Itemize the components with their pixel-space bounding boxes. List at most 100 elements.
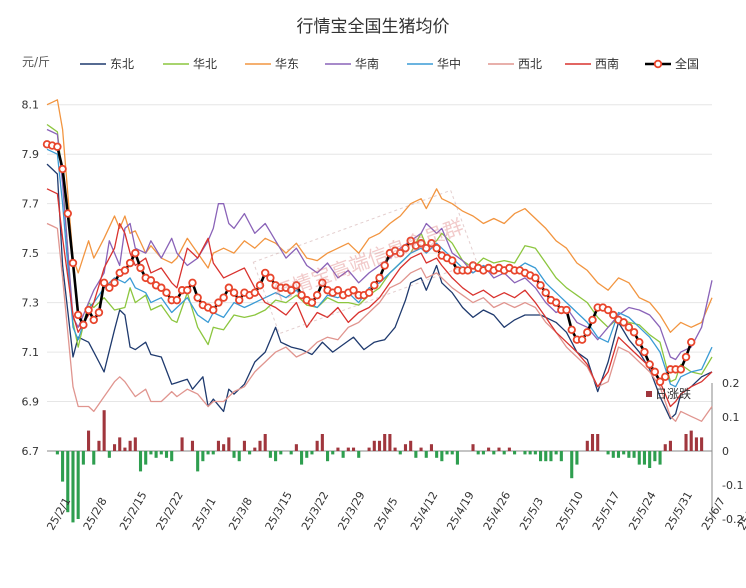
series-point xyxy=(193,293,202,302)
series-point xyxy=(401,243,410,253)
change-bar xyxy=(180,437,184,451)
series-point xyxy=(603,305,613,315)
series-point xyxy=(214,298,223,307)
change-bar xyxy=(648,451,652,468)
daily-change-annotation: 日涨跌 xyxy=(646,386,691,401)
change-bar xyxy=(320,434,324,451)
change-bar xyxy=(616,451,621,458)
x-tick-label: 25/4/19 xyxy=(444,489,476,532)
series-point xyxy=(416,239,426,248)
change-bar xyxy=(559,451,563,462)
change-bar xyxy=(305,451,309,458)
change-bar xyxy=(123,447,127,451)
change-bar xyxy=(622,451,626,455)
legend-label: 华北 xyxy=(193,57,217,71)
x-tick-label: 25/4/26 xyxy=(481,489,513,532)
annotation-label: 日涨跌 xyxy=(655,386,691,401)
series-point xyxy=(375,273,384,283)
change-bar xyxy=(227,437,231,451)
change-bar xyxy=(450,451,454,455)
change-bar xyxy=(341,451,345,458)
change-bar xyxy=(554,451,558,455)
change-bar xyxy=(523,451,527,455)
change-bar xyxy=(253,447,257,451)
series-line-华东 xyxy=(46,99,713,333)
series-line-东北 xyxy=(46,163,713,420)
series-point xyxy=(318,278,327,288)
change-bar xyxy=(144,451,148,465)
x-tick-label: 25/2/1 xyxy=(44,495,73,532)
legend-label: 华东 xyxy=(275,57,299,71)
change-bar xyxy=(471,444,475,451)
change-bar xyxy=(684,434,688,451)
change-bar xyxy=(71,451,75,523)
change-bar xyxy=(611,451,615,458)
change-bar xyxy=(632,451,636,458)
change-bar xyxy=(310,451,314,455)
series-point xyxy=(110,278,119,288)
series-point xyxy=(188,278,197,288)
change-bar xyxy=(201,451,205,462)
series-point xyxy=(224,283,234,292)
change-bar xyxy=(700,437,704,451)
series-point xyxy=(541,288,550,297)
change-bar xyxy=(507,447,511,451)
series-point xyxy=(297,290,306,300)
legend: 东北 华北 华东 华南 华中 西北 西南 全国 xyxy=(80,56,699,71)
x-tick-label: 25/4/5 xyxy=(372,495,401,532)
change-bar xyxy=(274,451,278,462)
x-tick-label: 25/3/8 xyxy=(226,495,255,532)
series-point xyxy=(120,266,130,275)
series-point xyxy=(146,276,156,285)
series-point xyxy=(536,281,545,290)
change-bar xyxy=(211,451,215,455)
change-bar xyxy=(97,440,101,451)
series-point xyxy=(219,293,228,302)
y-tick-label: 7.3 xyxy=(22,297,40,310)
change-bar xyxy=(102,410,106,451)
y-tick-label: 6.7 xyxy=(22,445,40,458)
change-bar xyxy=(487,447,491,451)
x-tick-label: 25/3/22 xyxy=(299,489,331,532)
series-point xyxy=(687,337,696,347)
series-point xyxy=(235,295,244,305)
change-bar xyxy=(388,434,392,451)
change-bar xyxy=(242,440,246,451)
series-point xyxy=(551,298,561,307)
change-bar xyxy=(492,451,496,455)
series-point xyxy=(629,328,639,337)
series-point xyxy=(624,323,634,332)
x-tick-label: 25/5/10 xyxy=(553,489,585,532)
change-bar xyxy=(637,451,641,465)
change-bar xyxy=(154,451,158,458)
series-line-华南 xyxy=(46,128,713,361)
series-point xyxy=(229,288,239,297)
x-tick-label: 25/5/3 xyxy=(517,495,546,532)
chart-title: 行情宝全国生猪均价 xyxy=(297,17,450,37)
change-bar xyxy=(445,451,449,455)
change-bar xyxy=(455,451,459,465)
change-bar xyxy=(263,434,267,451)
series-line-西北 xyxy=(46,222,713,422)
series-point xyxy=(162,288,171,297)
series-point xyxy=(312,290,322,300)
series-point xyxy=(635,337,644,347)
series-point xyxy=(531,273,540,283)
change-bar xyxy=(383,434,387,451)
series-point xyxy=(89,315,98,325)
change-bar xyxy=(118,437,122,451)
y-tick-label: 7.7 xyxy=(22,198,40,211)
right-tick-label: 0.2 xyxy=(722,377,740,390)
y-unit-label: 元/斤 xyxy=(22,55,50,69)
legend-label: 西南 xyxy=(595,56,619,71)
series-point xyxy=(364,288,374,297)
x-tick-label: 25/6/14 xyxy=(735,489,746,532)
change-bar xyxy=(159,451,163,455)
series-point xyxy=(448,256,457,265)
legend-label: 华中 xyxy=(437,56,461,71)
y-tick-label: 7.9 xyxy=(22,148,40,161)
series-point xyxy=(58,164,67,174)
change-bar xyxy=(76,451,80,519)
change-bar xyxy=(435,451,439,458)
change-bar xyxy=(596,434,600,451)
